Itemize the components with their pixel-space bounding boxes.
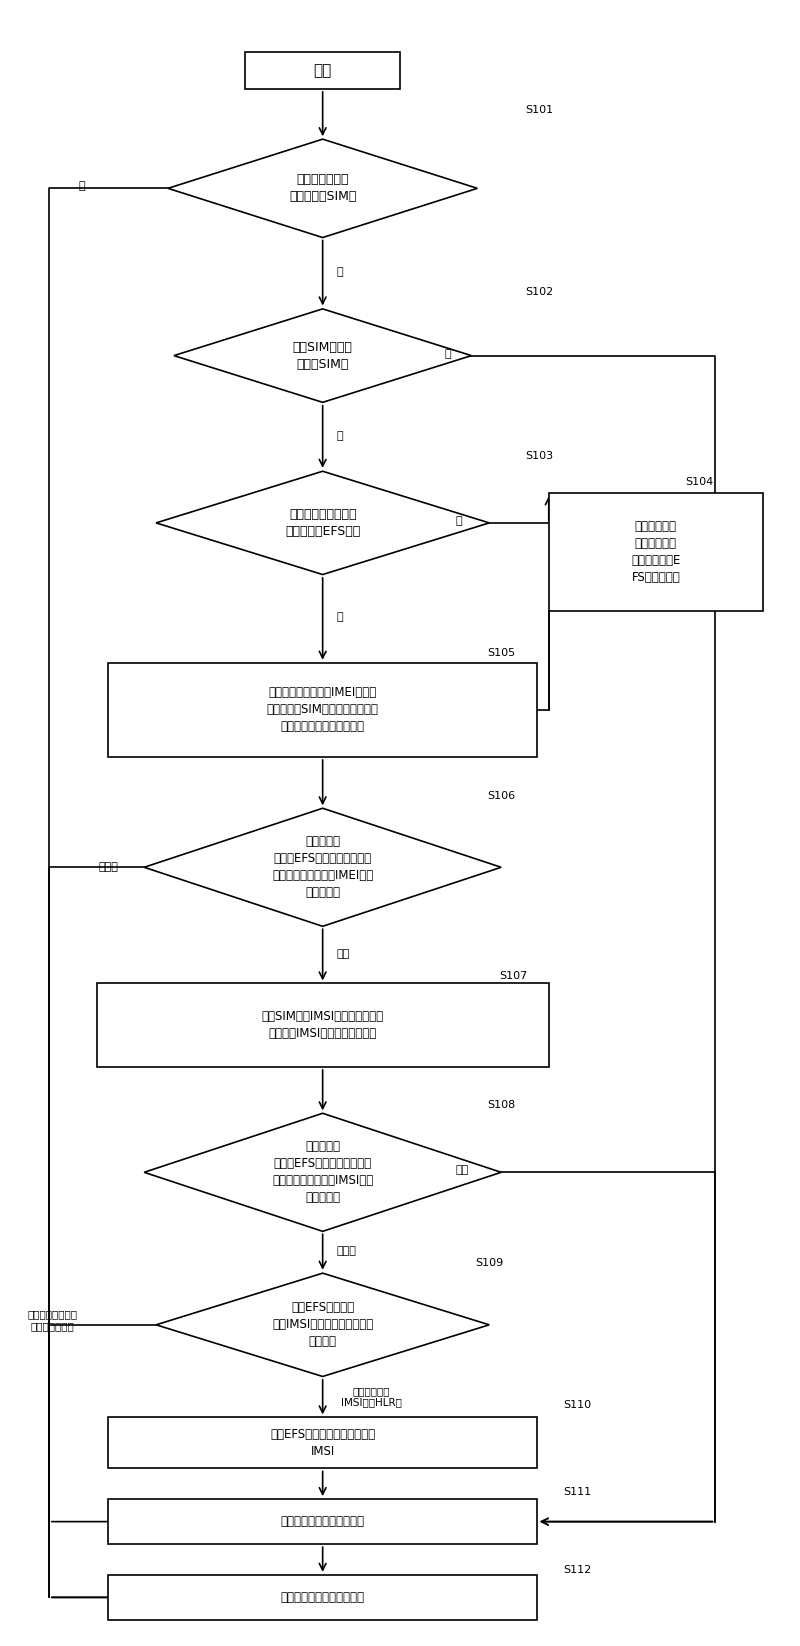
- Text: 是: 是: [337, 267, 343, 277]
- Text: 否: 否: [456, 515, 462, 527]
- FancyBboxPatch shape: [109, 1500, 537, 1544]
- Text: S103: S103: [525, 451, 553, 461]
- FancyBboxPatch shape: [109, 663, 537, 757]
- Text: 禁止该无线终端设备被使用: 禁止该无线终端设备被使用: [281, 1592, 365, 1603]
- Polygon shape: [168, 140, 478, 237]
- Polygon shape: [174, 309, 471, 402]
- Text: 否: 否: [78, 181, 86, 191]
- Text: 将第二映射
值，与EFS文件中包含的用户
号码与无线终端设备IMSI的映
射值相比较: 将第二映射 值，与EFS文件中包含的用户 号码与无线终端设备IMSI的映 射值相…: [272, 1141, 374, 1205]
- Text: S102: S102: [525, 286, 553, 296]
- Polygon shape: [156, 471, 490, 574]
- Text: 是: 是: [444, 349, 450, 359]
- Text: S105: S105: [487, 649, 515, 658]
- Text: S108: S108: [487, 1101, 515, 1111]
- Text: S111: S111: [563, 1486, 591, 1498]
- Text: 一致: 一致: [456, 1165, 469, 1175]
- Text: S112: S112: [563, 1565, 591, 1575]
- FancyBboxPatch shape: [109, 1575, 537, 1620]
- FancyBboxPatch shape: [109, 1417, 537, 1468]
- Text: 将第一映射
值，与EFS文件中包含的用户
号码与无线终端设备IMEI的映
射值相比较: 将第一映射 值，与EFS文件中包含的用户 号码与无线终端设备IMEI的映 射值相…: [272, 835, 374, 899]
- Text: 无线终端设备
与用户号码进
行锁定，生成E
FS文件并存储: 无线终端设备 与用户号码进 行锁定，生成E FS文件并存储: [631, 520, 681, 584]
- Text: S101: S101: [525, 105, 553, 115]
- Text: 使用EFS文件中存
储的IMSI，向其所属网络发起
注册请求: 使用EFS文件中存 储的IMSI，向其所属网络发起 注册请求: [272, 1302, 374, 1348]
- Text: 注册成功或注册不
成功为其他原因: 注册成功或注册不 成功为其他原因: [27, 1309, 78, 1330]
- Text: S109: S109: [475, 1258, 503, 1267]
- Text: 判断无线终端设
备是否插入SIM卡: 判断无线终端设 备是否插入SIM卡: [289, 173, 356, 204]
- Text: 是: 是: [337, 612, 343, 622]
- Polygon shape: [144, 1113, 501, 1231]
- Text: 不一致: 不一致: [337, 1246, 357, 1256]
- FancyBboxPatch shape: [549, 494, 763, 611]
- Text: S104: S104: [686, 477, 714, 487]
- Text: 不一致: 不一致: [99, 863, 119, 872]
- Text: S110: S110: [563, 1399, 591, 1409]
- Text: 替换EFS文件中存储的映射值和
IMSI: 替换EFS文件中存储的映射值和 IMSI: [270, 1427, 375, 1458]
- Text: 开始: 开始: [314, 63, 332, 77]
- Text: 判断该无线终端设备
是否存储有EFS文件: 判断该无线终端设备 是否存储有EFS文件: [285, 509, 360, 538]
- Polygon shape: [156, 1272, 490, 1376]
- FancyBboxPatch shape: [97, 983, 549, 1067]
- Text: 否: 否: [337, 431, 343, 441]
- Text: 一致: 一致: [337, 948, 350, 960]
- Polygon shape: [144, 808, 501, 927]
- Text: 允许该无线终端设备被使用: 允许该无线终端设备被使用: [281, 1514, 365, 1527]
- Text: 注册不成功，
IMSI不在HLR中: 注册不成功， IMSI不在HLR中: [341, 1386, 402, 1407]
- Text: 读取无线终端设备的IMEI，以及
当前插入的SIM卡中的用户号码；
计算两者之间的第一映射值: 读取无线终端设备的IMEI，以及 当前插入的SIM卡中的用户号码； 计算两者之间…: [266, 686, 378, 734]
- FancyBboxPatch shape: [246, 51, 400, 89]
- Text: S106: S106: [487, 792, 515, 802]
- Text: 判断SIM卡是否
为测试SIM卡: 判断SIM卡是否 为测试SIM卡: [293, 341, 353, 370]
- Text: 读取SIM卡的IMSI，计算读取的用
户号码与IMSI之间的第二映射值: 读取SIM卡的IMSI，计算读取的用 户号码与IMSI之间的第二映射值: [262, 1009, 384, 1040]
- Text: S107: S107: [498, 971, 527, 981]
